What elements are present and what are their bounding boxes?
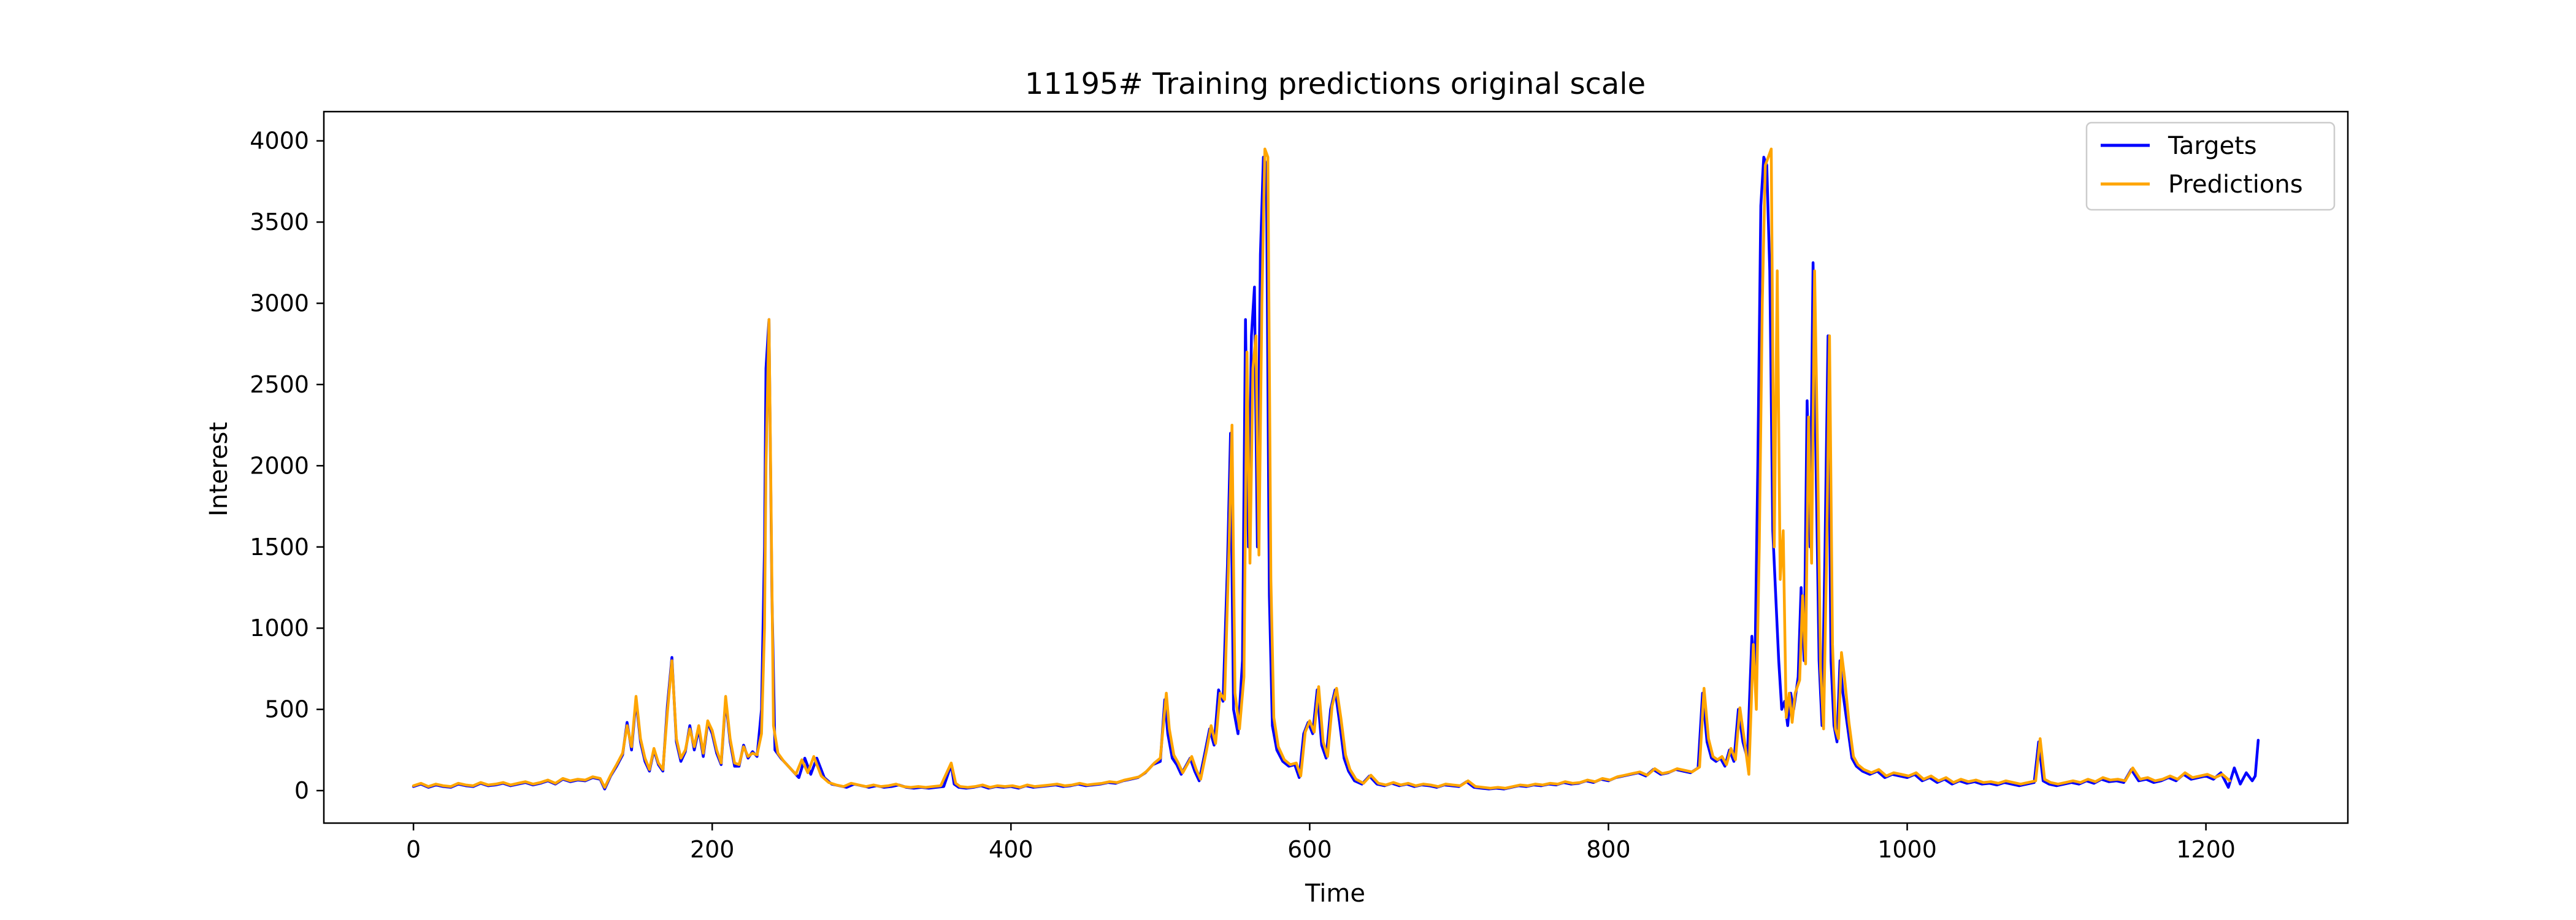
x-tick-label: 200 <box>690 836 735 863</box>
x-tick-label: 1000 <box>1877 836 1937 863</box>
series-line-predictions <box>412 147 2231 790</box>
x-axis: 0 200 400 600 800 1000 1200 <box>406 823 2236 863</box>
legend: Targets Predictions <box>2085 121 2336 211</box>
y-tick-label: 500 <box>264 696 309 723</box>
legend-label-targets: Targets <box>2168 132 2257 160</box>
y-tick-label: 1000 <box>250 615 309 642</box>
y-tick-label: 3000 <box>250 290 309 317</box>
plot-frame <box>323 110 2349 824</box>
y-tick-label: 2000 <box>250 452 309 479</box>
y-tick-label: 1500 <box>250 534 309 561</box>
plot-area <box>412 147 2260 791</box>
y-tick-label: 4000 <box>250 128 309 155</box>
x-tick-label: 400 <box>989 836 1033 863</box>
y-axis: 0 500 1000 1500 2000 2500 3000 3500 4000 <box>250 128 324 804</box>
x-axis-label: Time <box>1305 880 1365 908</box>
y-tick-label: 0 <box>294 777 309 804</box>
y-axis-label: Interest <box>205 422 233 516</box>
x-tick-label: 800 <box>1586 836 1631 863</box>
legend-label-predictions: Predictions <box>2168 171 2303 199</box>
y-tick-label: 3500 <box>250 209 309 236</box>
chart-title: 11195# Training predictions original sca… <box>1025 67 1646 101</box>
y-tick-label: 2500 <box>250 371 309 398</box>
series-layer <box>412 147 2260 791</box>
x-tick-label: 600 <box>1287 836 1332 863</box>
x-tick-label: 0 <box>406 836 421 863</box>
x-tick-label: 1200 <box>2176 836 2236 863</box>
